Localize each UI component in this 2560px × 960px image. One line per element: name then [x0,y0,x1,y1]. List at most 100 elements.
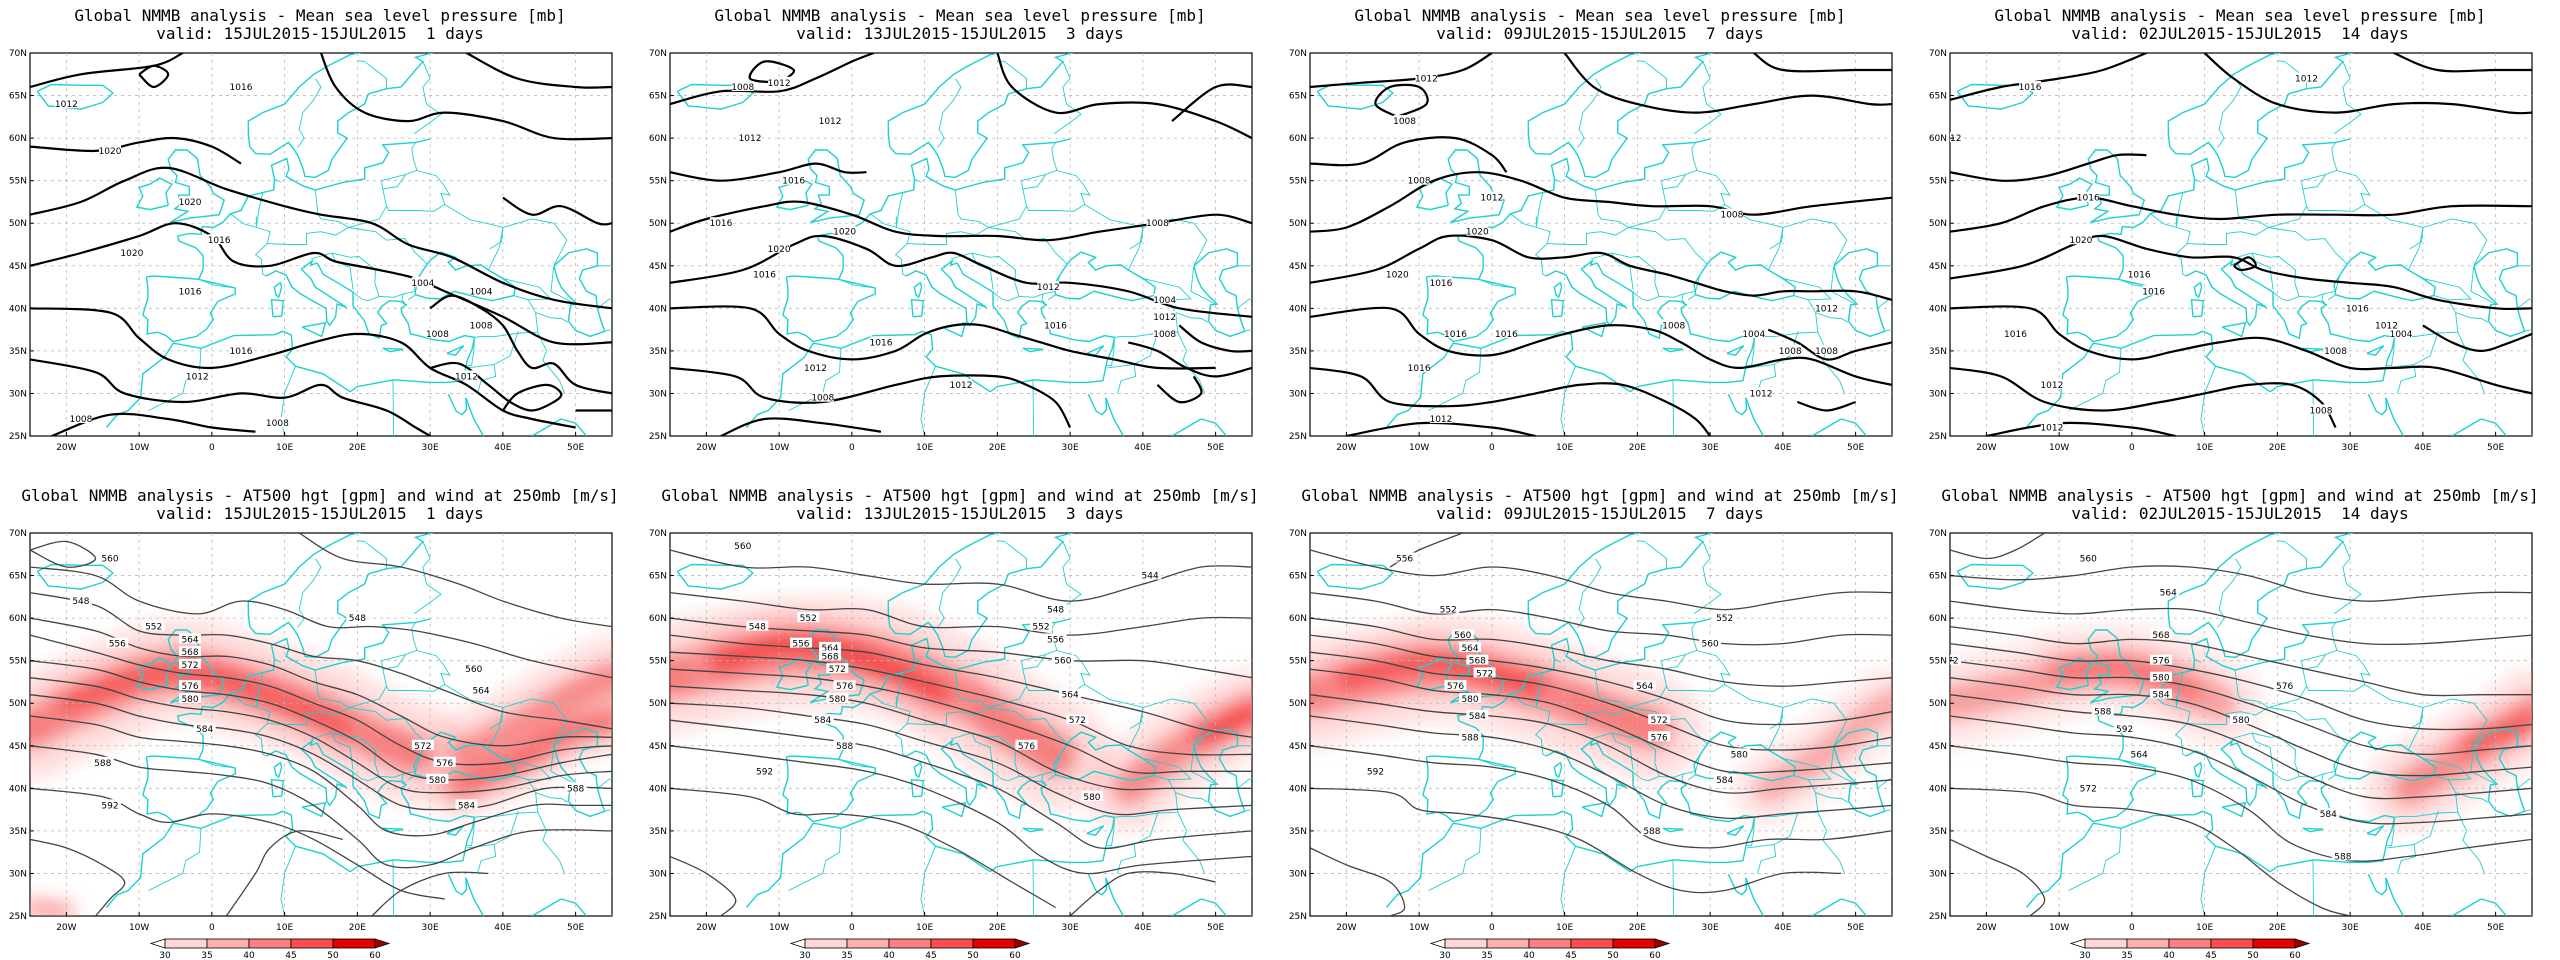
contour-label: 564 [472,686,489,696]
contour-label: 1008 [1720,211,1743,221]
lat-tick-label: 70N [1289,529,1307,539]
contour-label: 592 [2116,725,2133,735]
wind-colorbar: 30 35 40 45 50 60 [2069,938,2311,960]
map-content: 1012 1016 1012 1016 1020 1016 1016 1016 1012 1008… [1950,53,2532,436]
contour-label: 564 [2160,589,2177,599]
contour-label: 548 [1047,606,1064,616]
colorbar-segment [1612,938,1656,949]
lon-tick-label: 50E [2487,923,2504,933]
lon-tick-label: 20E [2269,923,2286,933]
lat-tick-label: 55N [1929,177,1947,187]
lat-tick-label: 25N [9,912,27,922]
contour-label: 572 [414,742,431,752]
contour-label: 556 [109,640,126,650]
contour-label: 1016 [2128,270,2151,280]
lat-tick-label: 50N [9,699,27,709]
colorbar-segment [972,938,1016,949]
contour-label: 1020 [179,198,202,208]
colorbar-tick-label: 40 [243,951,255,960]
contour-label: 1020 [120,249,143,259]
contour-label: 588 [94,759,111,769]
map-content: 560 564 568 572 576 580 584 588 592 564 572 576 580 5… [1941,533,2532,916]
panel-title-line1: Global NMMB analysis - AT500 hgt [gpm] a… [1941,486,2539,505]
contour-label: 552 [1716,614,1733,624]
lat-tick-label: 45N [1289,742,1307,752]
contour-label: 588 [836,742,853,752]
contour-label: 572 [181,661,198,671]
contour-label: 1004 [1153,296,1176,306]
contour-label: 1012 [2375,321,2398,331]
contour-labels: 560 548 552 556 564 568 572 576 580 584 588 592 548 5… [69,552,587,811]
panel-valid-period: valid: 15JUL2015-15JUL2015 1 days [156,504,484,523]
lon-tick-label: 30E [1062,443,1079,453]
contour-label: 1008 [2324,347,2347,357]
contour-label: 1012 [55,100,78,110]
lat-tick-label: 50N [1289,699,1307,709]
contour-label: 1004 [470,287,493,297]
contour-label: 560 [465,665,482,675]
lat-tick-label: 55N [649,177,667,187]
colorbar-tick-label: 60 [1009,951,1021,960]
axis-labels: 70N 65N 60N 55N 50N 45N 40N 35N 30N 25N 20W 10W 0 10E… [9,49,585,453]
colorbar-tick-label: 40 [883,951,895,960]
contour-label: 1012 [819,117,842,127]
contour-label: 1016 [230,347,253,357]
colorbar-segment [2084,938,2128,949]
lon-tick-label: 10E [1556,923,1573,933]
panel-valid-period: valid: 09JUL2015-15JUL2015 7 days [1436,504,1764,523]
contour-label: 1016 [709,219,732,229]
contour-label: 1020 [1386,270,1409,280]
colorbar-tick-label: 40 [2163,951,2175,960]
lat-tick-label: 50N [9,219,27,229]
lat-tick-label: 50N [1929,219,1947,229]
hgt-wind-panel-3: Global NMMB analysis - AT500 hgt [gpm] a… [1280,480,1920,960]
lon-tick-label: 0 [2129,923,2135,933]
colorbar-tick-label: 45 [285,951,296,960]
contour-labels: 1012 1016 1012 1016 1020 1016 1016 1016 1012 1008… [1950,72,2413,433]
panel-title-line1: Global NMMB analysis - Mean sea level pr… [1994,6,2486,25]
panel-valid-period: valid: 13JUL2015-15JUL2015 3 days [796,24,1124,43]
contour-label: 1008 [266,419,289,429]
colorbar-tick-label: 60 [2289,951,2301,960]
graticule [1950,533,2532,916]
lat-tick-label: 60N [1929,614,1947,624]
contour-label: 592 [101,801,118,811]
contour-label: 1020 [768,245,791,255]
lat-tick-label: 25N [649,432,667,442]
lon-tick-label: 0 [209,443,215,453]
contour-label: 1008 [1662,321,1685,331]
colorbar-tick-label: 35 [201,951,212,960]
contour-label: 580 [181,695,198,705]
contour-label: 572 [1941,657,1958,667]
contour-label: 568 [181,648,198,658]
contour-label: 556 [1396,555,1413,565]
contour-label: 1008 [426,330,449,340]
lon-tick-label: 10W [129,443,149,453]
contour-label: 1012 [804,364,827,374]
contour-label: 1016 [753,270,776,280]
contour-label: 552 [800,614,817,624]
lon-tick-label: 50E [1847,443,1864,453]
graticule [30,53,612,436]
lat-tick-label: 55N [1289,657,1307,667]
lat-tick-label: 40N [1929,784,1947,794]
lon-tick-label: 40E [494,443,511,453]
lon-tick-label: 40E [1134,923,1151,933]
lat-tick-label: 35N [1289,827,1307,837]
map-plot: 1012 1016 1012 1016 1020 1016 1016 1016 1012 1008… [1929,49,2533,453]
contour-label: 592 [756,767,773,777]
colorbar-segment [1444,938,1488,949]
contour-label: 1016 [2004,330,2027,340]
colorbar-segment [2126,938,2170,949]
panel-title-line1: Global NMMB analysis - AT500 hgt [gpm] a… [661,486,1259,505]
lat-tick-label: 30N [1929,869,1947,879]
country-borders [788,56,1252,436]
contour-label: 1020 [99,147,122,157]
colorbar-tick-label: 50 [967,951,979,960]
map-plot: 1012 1008 1008 1012 1016 1020 1020 1016 1016 1016… [1289,49,1893,453]
geopotential-contours [1310,533,1892,916]
colorbar-tick-label: 50 [2247,951,2259,960]
colorbar-tick-label: 50 [327,951,339,960]
lat-tick-label: 65N [1289,572,1307,582]
